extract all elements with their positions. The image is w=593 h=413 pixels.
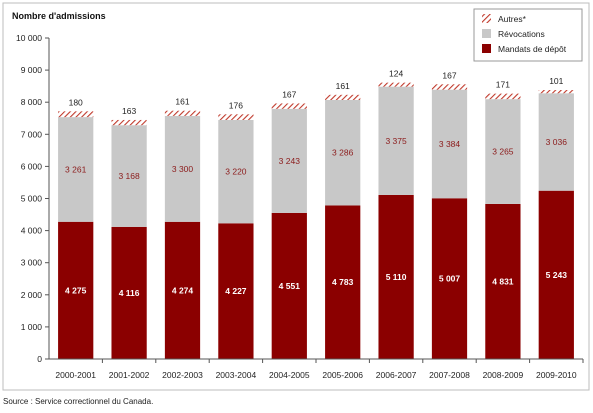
- legend-label: Mandats de dépôt: [498, 44, 567, 54]
- bar-revocations: [325, 99, 361, 206]
- y-tick-label: 7 000: [21, 129, 43, 139]
- data-label-mandats: 4 116: [119, 288, 140, 298]
- bar-revocations: [164, 115, 201, 222]
- x-tick-label: 2009-2010: [536, 370, 577, 380]
- bar-mandats: [218, 223, 254, 359]
- data-label-revocations: 3 168: [118, 171, 140, 181]
- x-tick-label: 2000-2001: [55, 370, 96, 380]
- bar-autres: [325, 94, 361, 100]
- y-tick-label: 3 000: [21, 258, 43, 268]
- data-label-mandats: 5 110: [386, 272, 407, 282]
- bar-mandats: [378, 194, 414, 359]
- data-label-autres: 124: [389, 69, 403, 79]
- bar-revocations: [378, 86, 414, 195]
- y-axis: 0 1 000 2 000 3 000 4 000 5 000 6 000 7 000 8 00…: [16, 33, 50, 364]
- legend-swatch: [482, 14, 491, 23]
- data-label-autres: 167: [442, 70, 456, 80]
- source-note: Source : Service correctionnel du Canada…: [3, 397, 154, 406]
- bar-revocations: [218, 119, 254, 224]
- data-label-mandats: 4 551: [279, 281, 301, 291]
- y-tick-label: 6 000: [21, 161, 43, 171]
- y-tick-label: 8 000: [21, 97, 43, 107]
- x-tick-label: 2002-2003: [162, 370, 203, 380]
- y-tick-label: 2 000: [21, 290, 43, 300]
- y-tick-label: 5 000: [21, 194, 43, 204]
- y-axis-label: Nombre d'admissions: [12, 11, 106, 21]
- bar-mandats: [58, 221, 94, 359]
- x-tick-label: 2005-2006: [322, 370, 363, 380]
- bar-mandats: [538, 190, 574, 359]
- y-tick-label: 9 000: [21, 65, 43, 75]
- legend-box: [473, 8, 583, 62]
- data-label-revocations: 3 261: [65, 164, 87, 174]
- data-label-mandats: 4 274: [172, 285, 194, 295]
- bar-revocations: [111, 125, 147, 227]
- x-tick-label: 2008-2009: [483, 370, 524, 380]
- legend-swatch: [482, 29, 491, 38]
- bar-revocations: [271, 108, 307, 213]
- bar-autres: [378, 82, 414, 87]
- bar-revocations: [58, 117, 94, 222]
- x-tick-label: 2004-2005: [269, 370, 310, 380]
- data-label-autres: 163: [122, 106, 136, 116]
- bar-mandats: [111, 226, 147, 359]
- bar-revocations: [485, 99, 521, 204]
- bars: 4 275 3 261 180 4 116 3 168 163 4 274 3 300 161 4…: [58, 69, 574, 359]
- bar-autres: [431, 84, 468, 90]
- bar-mandats: [431, 198, 468, 359]
- x-tick-label: 2006-2007: [376, 370, 417, 380]
- data-label-mandats: 5 007: [439, 274, 461, 284]
- bar-autres: [218, 114, 254, 120]
- legend-label: Autres*: [498, 14, 527, 24]
- data-label-revocations: 3 036: [546, 137, 568, 147]
- data-label-revocations: 3 265: [492, 147, 514, 157]
- data-label-revocations: 3 300: [172, 164, 194, 174]
- legend-label: Révocations: [498, 29, 545, 39]
- y-tick-label: 0: [37, 354, 42, 364]
- data-label-revocations: 3 286: [332, 148, 354, 158]
- data-label-mandats: 4 275: [65, 285, 87, 295]
- data-label-revocations: 3 220: [225, 167, 247, 177]
- bar-mandats: [271, 212, 307, 359]
- y-tick-label: 1 000: [21, 322, 43, 332]
- bar-autres: [164, 110, 201, 116]
- data-label-autres: 171: [496, 80, 510, 90]
- data-label-mandats: 5 243: [546, 270, 568, 280]
- bar-mandats: [164, 221, 201, 359]
- bar-autres: [538, 90, 574, 94]
- data-label-mandats: 4 783: [332, 277, 354, 287]
- data-label-revocations: 3 384: [439, 139, 461, 149]
- data-label-autres: 180: [69, 97, 83, 107]
- x-tick-label: 2001-2002: [109, 370, 150, 380]
- legend-swatch: [482, 44, 491, 53]
- data-label-autres: 167: [282, 89, 296, 99]
- data-label-mandats: 4 831: [492, 276, 514, 286]
- data-label-revocations: 3 375: [385, 136, 407, 146]
- data-label-autres: 161: [336, 81, 350, 91]
- data-label-revocations: 3 243: [279, 156, 301, 166]
- bar-mandats: [485, 203, 521, 359]
- data-label-autres: 161: [175, 97, 189, 107]
- data-label-mandats: 4 227: [225, 286, 247, 296]
- data-label-autres: 101: [549, 76, 563, 86]
- x-tick-label: 2007-2008: [429, 370, 470, 380]
- bar-autres: [271, 103, 307, 109]
- bar-mandats: [325, 205, 361, 359]
- bar-autres: [485, 93, 521, 100]
- bar-autres: [111, 119, 147, 126]
- x-axis: 2000-2001 2001-2002 2002-2003 2003-2004 2004…: [49, 358, 584, 380]
- data-label-autres: 176: [229, 100, 243, 110]
- x-tick-label: 2003-2004: [216, 370, 257, 380]
- y-tick-label: 10 000: [16, 33, 42, 43]
- legend: Autres* Révocations Mandats de dépôt: [473, 8, 583, 62]
- y-tick-label: 4 000: [21, 226, 43, 236]
- bar-revocations: [538, 93, 574, 191]
- bar-autres: [58, 111, 94, 118]
- bar-revocations: [431, 89, 468, 199]
